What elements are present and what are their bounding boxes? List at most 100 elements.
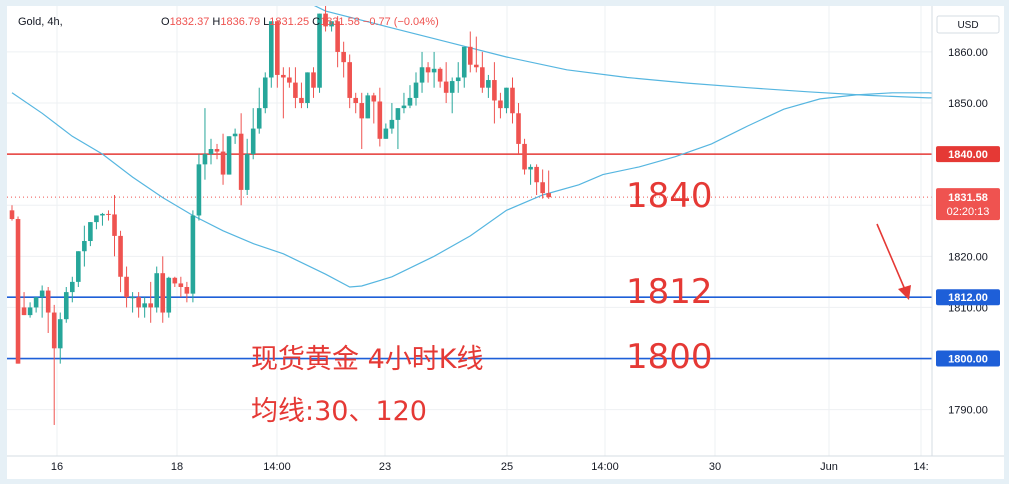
candle-body	[262, 77, 268, 109]
candle-up	[70, 276, 75, 303]
candle-body	[365, 95, 371, 119]
currency-label: USD	[957, 20, 978, 31]
candle-body	[33, 297, 39, 308]
candle-body	[389, 119, 395, 129]
candle-up	[407, 85, 413, 109]
candle-body	[347, 62, 352, 98]
chart-panel: USD 1790.00 1800.00 1810.00 1820.00 1850.00 18…	[7, 6, 1004, 479]
candle-up	[208, 138, 214, 165]
candle-up	[166, 276, 172, 318]
close-value: 1831.58	[320, 16, 360, 28]
price-tick-label: 1860.00	[948, 47, 988, 59]
candle-body	[130, 297, 135, 299]
candle-down	[293, 67, 298, 109]
interval-label: 4h	[47, 16, 60, 28]
time-tick-label: 14:	[913, 461, 928, 473]
candle-body	[220, 151, 226, 175]
time-tick-label: 16	[51, 461, 63, 473]
candle-up	[33, 297, 39, 313]
candle-up	[232, 128, 238, 144]
candle-down	[184, 281, 190, 303]
candle-body	[275, 21, 280, 75]
candle-body	[148, 303, 153, 308]
level-price-label: 1812.00	[948, 292, 988, 304]
level-1840-annotation: 1840	[626, 176, 713, 216]
candle-body	[492, 80, 497, 101]
candle-up	[401, 92, 407, 114]
candle-body	[299, 97, 304, 104]
candle-up	[142, 297, 147, 318]
time-tick-label: Jun	[820, 461, 838, 473]
candle-body	[172, 277, 178, 284]
currency-box	[936, 15, 1000, 34]
level-price-tag	[936, 146, 1000, 163]
price-chart[interactable]: USD 1790.00 1800.00 1810.00 1820.00 1850.00 18…	[7, 6, 1004, 479]
candle-body	[341, 51, 346, 63]
candle-body	[160, 273, 166, 313]
symbol-name: Gold	[18, 16, 42, 28]
candle-up	[317, 13, 322, 93]
candle-body	[323, 13, 328, 27]
price-axis	[932, 6, 1004, 479]
candle-up	[419, 51, 425, 93]
candle-body	[407, 97, 413, 106]
candle-up	[528, 164, 533, 185]
candle-body	[76, 251, 81, 282]
candle-body	[528, 166, 533, 170]
candle-body	[214, 149, 220, 152]
candle-down	[299, 82, 304, 109]
candle-up	[94, 215, 99, 230]
candle-body	[196, 164, 202, 216]
last-price-tag	[936, 188, 1000, 221]
candle-body	[142, 303, 147, 308]
candle-up	[76, 251, 81, 287]
candle-body	[39, 290, 45, 298]
candle-up	[63, 286, 69, 323]
candle-body	[498, 100, 503, 109]
candle-up	[196, 154, 202, 221]
candle-body	[383, 128, 389, 139]
candle-body	[329, 21, 334, 27]
open-value: 1832.37	[169, 16, 210, 28]
candle-down	[425, 62, 431, 83]
candle-down	[534, 164, 539, 196]
candle-up	[389, 103, 395, 134]
candle-down	[443, 62, 449, 104]
candle-down	[492, 62, 497, 124]
candle-down	[546, 170, 551, 199]
candle-up	[455, 62, 461, 93]
candle-body	[455, 77, 461, 82]
candle-down	[510, 77, 515, 124]
candle-down	[359, 92, 365, 150]
candle-body	[208, 149, 214, 155]
candle-body	[377, 101, 383, 139]
candle-body	[232, 133, 238, 137]
candle-down	[353, 92, 359, 114]
candle-down	[341, 41, 346, 78]
level-1812-annotation: 1812	[626, 272, 713, 312]
chart-title-annotation: 现货黄金 4小时K线	[251, 344, 484, 375]
candle-body	[244, 154, 250, 190]
candle-up	[262, 72, 268, 114]
candle-down	[522, 138, 527, 175]
candle-body	[504, 87, 509, 109]
ma120-line	[313, 6, 1004, 99]
candle-down	[220, 133, 226, 185]
candle-body	[256, 108, 262, 129]
candle-body	[287, 77, 292, 83]
candle-body	[21, 307, 27, 316]
candle-body	[268, 21, 274, 78]
candle-down	[480, 51, 485, 93]
candle-body	[281, 74, 286, 78]
candle-body	[443, 81, 449, 93]
level-price-label: 1800.00	[948, 354, 988, 366]
high-value: 1836.79	[220, 16, 261, 28]
candle-down	[371, 92, 377, 124]
bar-countdown-label: 02:20:13	[947, 206, 990, 218]
candle-body	[51, 312, 57, 349]
candle-up	[154, 266, 160, 313]
ma-layer	[11, 6, 1004, 288]
candle-up	[82, 225, 87, 267]
time-tick-label: 23	[379, 461, 391, 473]
